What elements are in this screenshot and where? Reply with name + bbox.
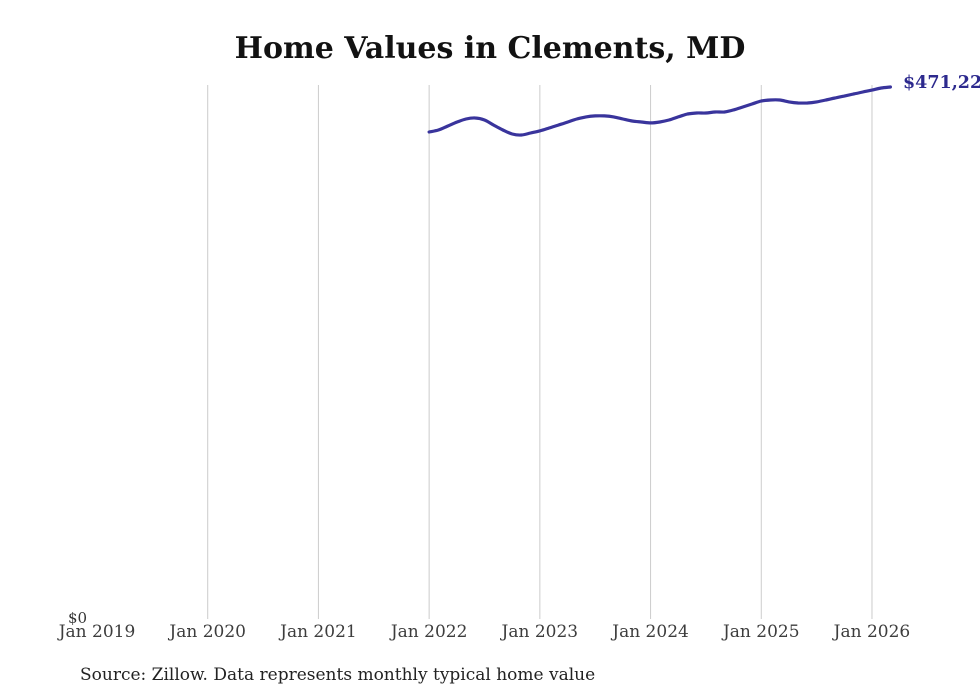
x-tick-label: Jan 2026 <box>833 622 911 642</box>
home-value-line <box>427 85 892 137</box>
latest-value-label: $471,228 <box>903 73 980 93</box>
year-gridlines <box>207 85 873 619</box>
chart-title: Home Values in Clements, MD <box>234 31 746 66</box>
x-tick-label: Jan 2023 <box>501 622 579 642</box>
x-tick-label: Jan 2020 <box>169 622 246 642</box>
x-tick-label: Jan 2025 <box>722 622 800 642</box>
x-tick-label: Jan 2022 <box>390 622 468 642</box>
x-tick-label: Jan 2021 <box>280 622 357 642</box>
x-tick-label: Jan 2019 <box>58 622 136 642</box>
x-tick-label: Jan 2024 <box>612 622 689 642</box>
source-note: Source: Zillow. Data represents monthly … <box>80 665 596 685</box>
y-axis-zero-label: $0 <box>68 609 88 627</box>
